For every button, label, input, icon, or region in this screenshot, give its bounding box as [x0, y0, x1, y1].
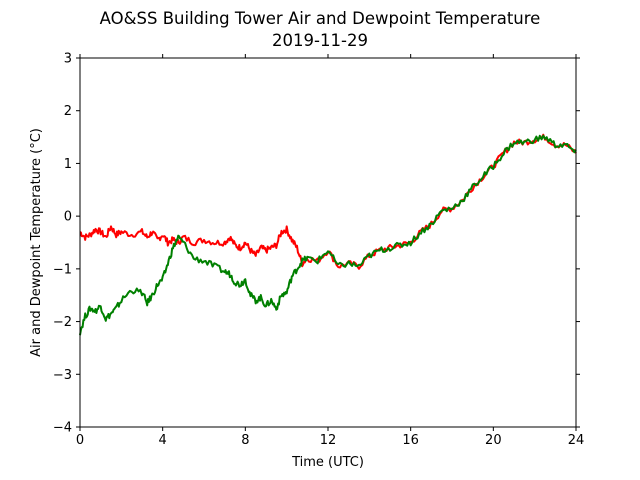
- air-temperature-line: [79, 133, 577, 270]
- x-tick-label: 4: [159, 433, 167, 448]
- y-tick-label: 0: [64, 210, 72, 225]
- y-axis-label: Air and Dewpoint Temperature (°C): [29, 128, 44, 357]
- chart-title: AO&SS Building Tower Air and Dewpoint Te…: [100, 9, 541, 28]
- y-tick-label: 3: [64, 52, 72, 67]
- x-tick-label: 24: [568, 433, 585, 448]
- x-tick-label: 8: [241, 433, 249, 448]
- x-tick-label: 0: [76, 433, 84, 448]
- y-tick-label: −2: [53, 315, 72, 330]
- y-tick-label: −3: [53, 368, 72, 383]
- plot-frame: [79, 57, 577, 428]
- x-tick-label: 20: [485, 433, 502, 448]
- y-tick-label: −1: [53, 262, 72, 277]
- y-tick-label: 1: [64, 157, 72, 172]
- x-tick-label: 12: [320, 433, 337, 448]
- x-tick-label: 16: [402, 433, 419, 448]
- chart-subtitle: 2019-11-29: [272, 31, 368, 50]
- dewpoint-temperature-line: [79, 134, 577, 336]
- x-axis-label: Time (UTC): [291, 455, 364, 470]
- series-layer: [79, 133, 577, 336]
- y-tick-label: 2: [64, 104, 72, 119]
- y-tick-label: −4: [53, 421, 72, 436]
